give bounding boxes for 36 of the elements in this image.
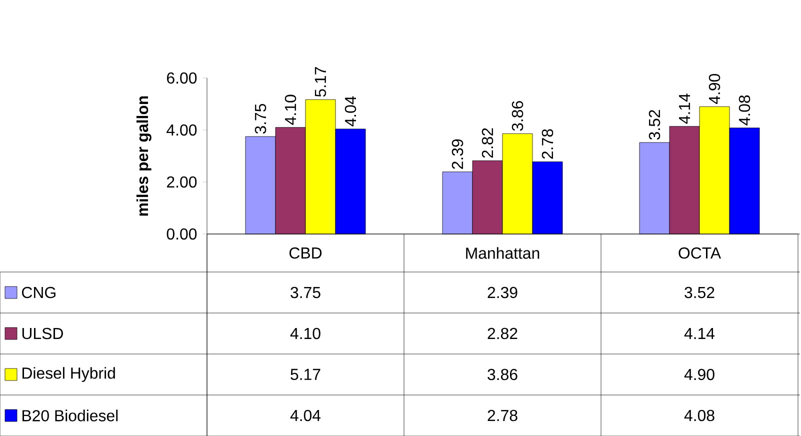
data-label: 2.82 [488, 328, 518, 340]
y-tick-label: 6.00 [167, 72, 197, 84]
data-label: 4.04 [290, 410, 321, 422]
text: 3.52 [648, 110, 660, 140]
legend-label: ULSD [22, 328, 63, 340]
y-tick-label: 0.00 [166, 228, 197, 240]
text: 4.90 [708, 74, 720, 104]
text: 2.39 [452, 139, 464, 169]
data-label: 3.52 [684, 286, 714, 298]
x-tick-label: Manhattan [466, 247, 540, 259]
x-tick-label: OCTA [678, 247, 722, 259]
text: 3.86 [512, 101, 524, 131]
text: 4.10 [284, 94, 296, 125]
y-tick-label: 2.00 [167, 176, 197, 188]
data-label: 4.08 [684, 410, 714, 422]
text: 4.04 [344, 96, 356, 126]
data-label: 5.17 [290, 368, 320, 380]
legend-label: Diesel Hybrid [22, 367, 115, 382]
data-label: 4.10 [290, 328, 320, 340]
data-label: 3.75 [290, 286, 320, 298]
x-tick-label: CBD [289, 247, 322, 259]
data-label: 4.14 [684, 328, 715, 339]
data-label: 3.86 [488, 368, 518, 380]
text: 4.14 [679, 94, 690, 124]
data-label: 2.78 [488, 410, 518, 422]
data-label: 4.90 [684, 368, 714, 380]
y-tick-label: 4.00 [166, 124, 197, 136]
legend-label: B20 Biodiesel [22, 410, 118, 422]
text: 2.82 [482, 128, 494, 158]
legend-label: CNG [22, 286, 56, 298]
text: 4.08 [738, 95, 750, 126]
text: 5.17 [314, 67, 326, 97]
text: 3.75 [254, 104, 266, 134]
text: 2.78 [542, 129, 554, 159]
data-label: 2.39 [488, 286, 518, 298]
y-axis-title: miles per gallon [136, 96, 152, 216]
